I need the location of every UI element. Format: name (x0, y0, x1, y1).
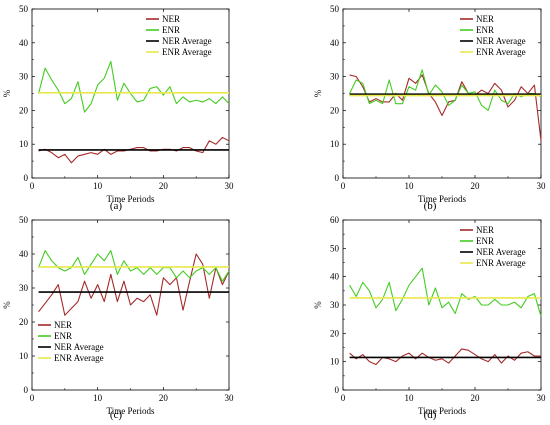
legend-label: NER Average (476, 247, 526, 257)
panel-label: (c) (110, 409, 123, 421)
x-tick-label: 0 (341, 181, 346, 191)
y-tick-label: 10 (330, 139, 340, 149)
chart-panel-1: 0 10 20 30 0 10 20 30 40 50 Time Periods% NERENRNER… (2, 4, 234, 212)
y-tick-label: 30 (330, 300, 340, 310)
y-tick-label: 20 (330, 328, 340, 338)
y-tick-label: 50 (19, 215, 29, 225)
x-axis-label: Time Periods (107, 406, 155, 416)
x-tick-label: 0 (341, 393, 346, 403)
y-tick-label: 30 (19, 283, 29, 293)
y-tick-label: 50 (19, 4, 29, 14)
x-tick-label: 10 (405, 181, 415, 191)
legend-label: NER (162, 14, 180, 24)
series-line-enr (38, 60, 230, 113)
x-tick-label: 20 (159, 181, 169, 191)
panel-label: (b) (424, 200, 437, 212)
legend-label: NER Average (476, 36, 526, 46)
y-tick-label: 40 (19, 249, 29, 259)
x-axis-label: Time Periods (418, 406, 466, 416)
legend-label: ENR Average (476, 47, 526, 57)
series-line-ner (38, 253, 230, 316)
legend-label: NER (476, 14, 494, 24)
x-tick-label: 10 (93, 181, 103, 191)
y-axis-label: % (2, 301, 12, 309)
y-tick-label: 10 (19, 351, 29, 361)
series-line-ner (349, 74, 542, 141)
legend-label: ENR Average (162, 47, 212, 57)
y-tick-label: 40 (330, 272, 340, 282)
x-tick-label: 30 (225, 181, 235, 191)
x-tick-label: 20 (159, 393, 169, 403)
chart-panel-2: 0 10 20 30 0 10 20 30 40 50 Time Periods% NERENRNER… (313, 4, 546, 212)
legend-label: ENR (476, 25, 494, 35)
x-axis-label: Time Periods (418, 194, 466, 204)
y-tick-label: 20 (330, 105, 340, 115)
x-tick-label: 30 (537, 181, 547, 191)
x-tick-label: 10 (405, 393, 415, 403)
x-tick-label: 20 (471, 181, 481, 191)
panel-label: (a) (110, 200, 123, 212)
series-line-enr (349, 267, 542, 317)
plot-frame (342, 219, 542, 391)
y-tick-label: 30 (19, 72, 29, 82)
y-tick-label: 40 (19, 38, 29, 48)
x-tick-label: 0 (30, 181, 35, 191)
y-tick-label: 30 (330, 72, 340, 82)
legend-label: NER Average (54, 342, 104, 352)
legend-label: NER Average (162, 36, 212, 46)
y-axis-label: % (313, 89, 323, 97)
y-tick-label: 0 (335, 385, 340, 395)
panel-label: (d) (424, 409, 437, 421)
y-tick-label: 50 (330, 243, 340, 253)
y-tick-label: 20 (19, 105, 29, 115)
chart-panel-3: 0 10 20 30 0 10 20 30 40 50 Time Periods% NERENRNER… (2, 215, 234, 421)
y-tick-label: 10 (19, 139, 29, 149)
x-axis-label: Time Periods (107, 194, 155, 204)
series-line-enr (349, 69, 542, 111)
chart-panel-4: 0 10 20 30 0 10 20 30 40 50 60 Time Periods% NERENRN… (313, 215, 546, 421)
x-tick-label: 20 (471, 393, 481, 403)
y-tick-label: 10 (330, 357, 340, 367)
legend-label: ENR (54, 331, 72, 341)
y-tick-label: 40 (330, 38, 340, 48)
y-tick-label: 0 (335, 173, 340, 183)
y-tick-label: 20 (19, 317, 29, 327)
y-tick-label: 0 (24, 385, 29, 395)
legend-label: ENR Average (476, 258, 526, 268)
y-tick-label: 0 (24, 173, 29, 183)
legend-label: ENR (476, 236, 494, 246)
legend-label: ENR Average (54, 353, 104, 363)
legend-label: ENR (162, 25, 180, 35)
x-tick-label: 30 (225, 393, 235, 403)
y-axis-label: % (2, 89, 12, 97)
y-tick-label: 60 (330, 215, 340, 225)
legend-label: NER (476, 225, 494, 235)
y-axis-label: % (313, 301, 323, 309)
x-tick-label: 0 (30, 393, 35, 403)
legend-label: NER (54, 320, 72, 330)
x-tick-label: 10 (93, 393, 103, 403)
series-line-enr (38, 250, 230, 282)
x-tick-label: 30 (537, 393, 547, 403)
y-tick-label: 50 (330, 4, 340, 14)
series-line-ner (38, 136, 230, 164)
